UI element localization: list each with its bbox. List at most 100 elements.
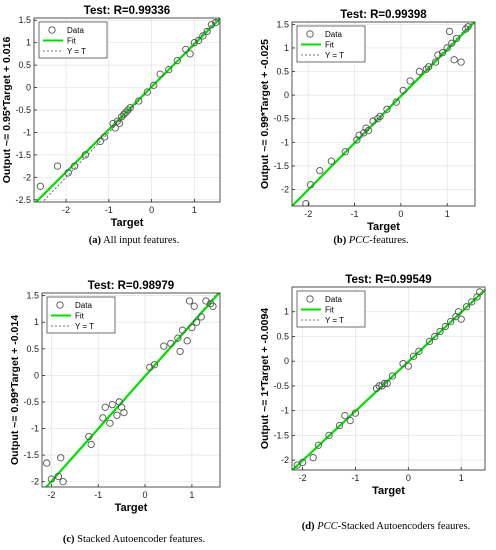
caption-d-italic: PCC xyxy=(317,521,338,532)
data-point xyxy=(115,119,124,128)
y-tick-label: -2 xyxy=(281,184,289,194)
data-point xyxy=(197,313,205,321)
y-tick-label: 1.5 xyxy=(26,291,39,301)
legend-label-fit: Fit xyxy=(67,37,77,46)
data-point xyxy=(399,86,407,95)
data-point xyxy=(203,27,211,36)
axes-box xyxy=(41,292,221,488)
x-tick-label: -2 xyxy=(299,473,307,483)
data-point xyxy=(174,334,182,342)
data-point xyxy=(143,88,151,96)
legend-label-data: Data xyxy=(325,295,342,304)
x-tick-label: 0 xyxy=(398,209,403,219)
y-tick-label: -1.5 xyxy=(273,430,289,440)
y-tick-label: 1 xyxy=(284,43,289,53)
data-point xyxy=(207,21,216,29)
data-point xyxy=(113,117,122,125)
caption-a-label: (a) xyxy=(88,235,102,246)
data-point xyxy=(388,372,397,380)
data-point xyxy=(206,299,215,308)
y-tick-label: 0 xyxy=(284,90,289,100)
data-point xyxy=(108,400,116,409)
data-point xyxy=(374,115,382,123)
data-point xyxy=(364,126,373,135)
y-tick-label: -2 xyxy=(281,455,289,465)
data-point xyxy=(360,129,368,137)
data-point xyxy=(341,148,349,156)
data-point xyxy=(468,298,476,306)
data-point xyxy=(335,421,344,430)
data-point xyxy=(150,81,158,89)
x-tick-label: 0 xyxy=(143,490,148,500)
chart-panel-2: -2 -1 0 1 -2 -1.5 -1 -0.5 0 0.5 1 1.5 Test: R=0.9939… xyxy=(259,9,476,233)
data-point xyxy=(464,23,472,31)
data-point xyxy=(59,478,67,486)
fit-line xyxy=(44,293,220,487)
data-point xyxy=(341,411,349,420)
data-point xyxy=(150,361,159,369)
caption-b-label: (b) xyxy=(333,235,347,246)
x-tick-label: -1 xyxy=(94,490,102,500)
data-point xyxy=(298,458,307,467)
data-point xyxy=(160,342,168,350)
data-point xyxy=(176,347,184,356)
x-axis-label: Target xyxy=(372,485,405,497)
data-point xyxy=(392,98,400,106)
legend-label-fit: Fit xyxy=(75,312,85,321)
y-tick-label: 1.5 xyxy=(18,15,31,25)
axes-box xyxy=(291,21,476,207)
data-point xyxy=(99,414,107,422)
y-tick-label: 0 xyxy=(26,83,31,93)
data-point xyxy=(120,408,128,417)
data-point xyxy=(425,337,434,346)
data-point xyxy=(452,34,461,43)
data-point xyxy=(441,322,449,331)
legend-marker-data xyxy=(306,30,314,38)
data-point xyxy=(190,39,198,47)
y-tick-label: 0 xyxy=(284,356,289,366)
y-tick-label: -1.5 xyxy=(15,150,31,160)
data-point xyxy=(113,411,121,419)
x-tick-label: 0 xyxy=(149,205,154,215)
x-tick-label: 1 xyxy=(192,205,197,215)
data-point xyxy=(383,105,391,113)
data-point xyxy=(436,327,444,336)
x-axis-label: Target xyxy=(367,221,400,233)
data-point xyxy=(325,431,333,440)
x-tick-label: -2 xyxy=(304,209,312,219)
data-point xyxy=(380,379,389,388)
data-point xyxy=(53,162,62,170)
y-tick-label: -1.5 xyxy=(273,161,289,171)
data-point xyxy=(64,169,72,177)
caption-a-text: All input features. xyxy=(103,235,180,246)
legend-label-identity: Y = T xyxy=(67,47,86,56)
y-tick-label: -0.5 xyxy=(15,105,31,115)
data-point xyxy=(434,51,442,59)
legend-label-data: Data xyxy=(75,301,92,310)
chart-title: Test: R=0.98979 xyxy=(88,280,174,292)
data-point xyxy=(448,39,456,47)
data-point xyxy=(431,332,439,341)
legend-marker-data xyxy=(306,295,314,303)
chart-title: Test: R=0.99336 xyxy=(84,5,170,17)
data-point xyxy=(446,317,455,326)
data-point xyxy=(431,58,440,66)
data-point xyxy=(462,25,470,33)
data-point xyxy=(96,137,104,146)
x-tick-label: 1 xyxy=(189,490,194,500)
data-point xyxy=(101,403,109,411)
fit-line xyxy=(292,22,475,206)
y-axis-label: Output ~= 0.99*Target + -0.025 xyxy=(259,39,271,189)
data-point xyxy=(167,339,175,348)
caption-b-italic: PCC xyxy=(348,235,370,246)
data-point xyxy=(404,362,412,370)
caption-d-text: -Stacked Autoencoders feaures. xyxy=(337,521,471,532)
data-point xyxy=(100,133,109,141)
data-point xyxy=(351,409,360,417)
x-tick-label: -1 xyxy=(105,205,113,215)
y-tick-label: -1 xyxy=(281,406,289,416)
data-point xyxy=(43,459,51,467)
